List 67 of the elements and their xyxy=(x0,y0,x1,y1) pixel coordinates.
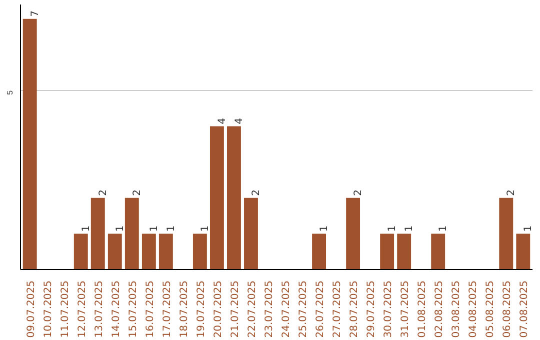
x-tick-label: 26.07.2025 xyxy=(315,280,326,338)
bar xyxy=(74,234,88,270)
x-tick-label: 03.08.2025 xyxy=(451,280,462,338)
data-label: 1 xyxy=(114,225,126,232)
data-label: 1 xyxy=(319,225,330,232)
bar xyxy=(499,198,514,270)
data-label: 7 xyxy=(30,10,41,17)
x-tick-label: 31.07.2025 xyxy=(400,280,412,338)
x-tick-label: 18.07.2025 xyxy=(178,280,190,338)
bar xyxy=(516,234,530,270)
bar xyxy=(124,198,139,270)
bar xyxy=(210,126,224,270)
x-tick-label: 01.08.2025 xyxy=(417,280,428,338)
data-label: 1 xyxy=(80,225,92,232)
x-tick-label: 16.07.2025 xyxy=(144,280,156,338)
x-tick-label: 02.08.2025 xyxy=(434,280,446,338)
bar xyxy=(244,198,258,270)
bar xyxy=(397,234,412,270)
bar xyxy=(227,126,241,270)
data-label: 2 xyxy=(250,190,262,196)
data-label: 1 xyxy=(148,225,160,232)
x-tick-label: 21.07.2025 xyxy=(230,280,241,338)
data-label: 2 xyxy=(98,190,109,196)
x-tick-label: 06.08.2025 xyxy=(502,280,514,338)
data-label: 4 xyxy=(234,118,245,124)
bar xyxy=(346,198,360,270)
x-tick-label: 10.07.2025 xyxy=(42,280,54,338)
data-label: 2 xyxy=(132,190,143,196)
data-label: 1 xyxy=(404,225,416,232)
x-tick-label: 19.07.2025 xyxy=(196,280,207,338)
bar xyxy=(90,198,105,270)
data-label: 2 xyxy=(353,190,364,196)
x-tick-label: 09.07.2025 xyxy=(26,280,37,338)
data-label: 2 xyxy=(506,190,518,196)
x-tick-label: 22.07.2025 xyxy=(246,280,258,338)
bar xyxy=(431,234,446,270)
bar xyxy=(142,234,156,270)
x-tick-label: 29.07.2025 xyxy=(366,280,378,338)
x-tick-label: 23.07.2025 xyxy=(264,280,275,338)
x-tick-label: 25.07.2025 xyxy=(298,280,310,338)
x-tick-label: 20.07.2025 xyxy=(212,280,224,338)
x-tick-label: 17.07.2025 xyxy=(162,280,173,338)
x-tick-label: 12.07.2025 xyxy=(76,280,88,338)
x-tick-label: 13.07.2025 xyxy=(94,280,105,338)
x-tick-label: 11.07.2025 xyxy=(60,280,71,338)
bar xyxy=(380,234,394,270)
data-label: 1 xyxy=(387,225,398,232)
x-tick-label: 04.08.2025 xyxy=(468,280,480,338)
x-tick-label: 24.07.2025 xyxy=(281,280,292,338)
x-tick-label: 05.08.2025 xyxy=(485,280,496,338)
x-tick-label: 07.08.2025 xyxy=(519,280,530,338)
x-tick-label: 28.07.2025 xyxy=(349,280,360,338)
data-label: 1 xyxy=(523,225,534,232)
data-label: 1 xyxy=(438,225,450,232)
bar xyxy=(312,234,326,270)
data-label: 1 xyxy=(200,225,211,232)
bar xyxy=(108,234,122,270)
bar xyxy=(158,234,173,270)
x-tick-label: 15.07.2025 xyxy=(128,280,139,338)
x-tick-label: 27.07.2025 xyxy=(332,280,344,338)
data-label: 4 xyxy=(216,118,228,124)
y-tick-label: 5 xyxy=(6,90,14,95)
data-label: 1 xyxy=(166,225,177,232)
x-tick-label: 14.07.2025 xyxy=(110,280,122,338)
x-tick-label: 30.07.2025 xyxy=(383,280,394,338)
bar xyxy=(192,234,207,270)
bar xyxy=(22,18,37,270)
